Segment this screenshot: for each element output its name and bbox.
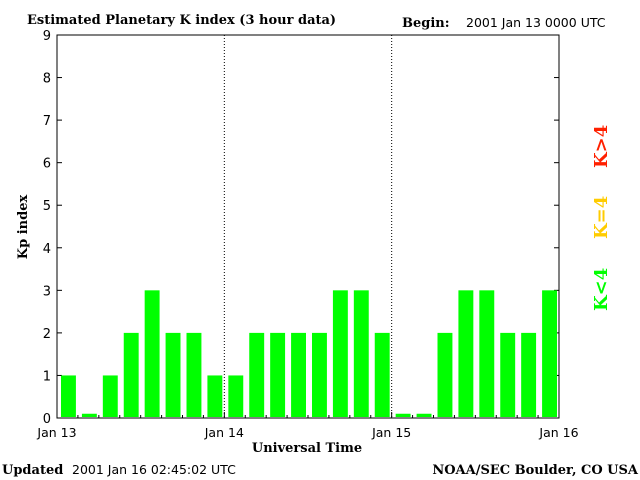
kp-bar (228, 375, 244, 417)
x-tick-label: Jan 13 (36, 425, 76, 440)
kp-bar (249, 332, 265, 417)
y-tick-label: 4 (43, 242, 51, 257)
kp-bar (374, 332, 390, 417)
legend-k-greater-4: K>4 (591, 125, 612, 168)
y-tick-label: 5 (43, 199, 51, 214)
y-tick-label: 9 (43, 29, 51, 44)
kp-bar (521, 332, 537, 417)
begin-value: 2001 Jan 13 0000 UTC (466, 15, 606, 30)
kp-bar (437, 332, 453, 417)
y-tick-label: 1 (43, 369, 51, 384)
kp-bar (270, 332, 286, 417)
chart-title: Estimated Planetary K index (3 hour data… (27, 13, 336, 28)
x-tick-label: Jan 16 (538, 425, 578, 440)
kp-bar (144, 290, 160, 417)
kp-bar (416, 413, 432, 417)
updated-label: Updated (2, 463, 63, 478)
updated-value: 2001 Jan 16 02:45:02 UTC (72, 462, 236, 477)
y-tick-label: 0 (43, 412, 51, 427)
y-tick-label: 8 (43, 72, 51, 87)
kp-bar (165, 332, 181, 417)
kp-bar (458, 290, 474, 417)
kp-bar (61, 375, 76, 417)
kp-bar (123, 332, 139, 417)
y-tick-label: 2 (43, 327, 51, 342)
kp-bar (479, 290, 495, 417)
legend-k-equal-4: K=4 (591, 196, 612, 239)
kp-bar (500, 332, 516, 417)
y-tick-label: 6 (43, 157, 51, 172)
kp-bar (542, 290, 557, 417)
kp-bar (186, 332, 202, 417)
kp-bar (81, 413, 97, 417)
source-credit: NOAA/SEC Boulder, CO USA (432, 463, 639, 478)
x-tick-label: Jan 14 (204, 425, 244, 440)
y-tick-label: 3 (43, 284, 51, 299)
kp-bar (312, 332, 327, 417)
kp-bar (395, 413, 411, 417)
kp-bar (291, 332, 306, 417)
y-tick-label: 7 (43, 114, 51, 129)
y-axis-title: Kp index (16, 195, 31, 260)
kp-bar (102, 375, 118, 417)
kp-bar (353, 290, 369, 417)
kp-bar (332, 290, 348, 417)
x-tick-label: Jan 15 (371, 425, 411, 440)
kp-bar (207, 375, 223, 417)
begin-label: Begin: (402, 16, 450, 31)
plot-area: 0 1 2 3 4 5 6 7 8 9 Jan 13 Jan 14 Jan 15 Jan 16 (36, 29, 578, 440)
legend-k-less-4: K<4 (591, 268, 612, 311)
x-axis-title: Universal Time (252, 441, 362, 456)
